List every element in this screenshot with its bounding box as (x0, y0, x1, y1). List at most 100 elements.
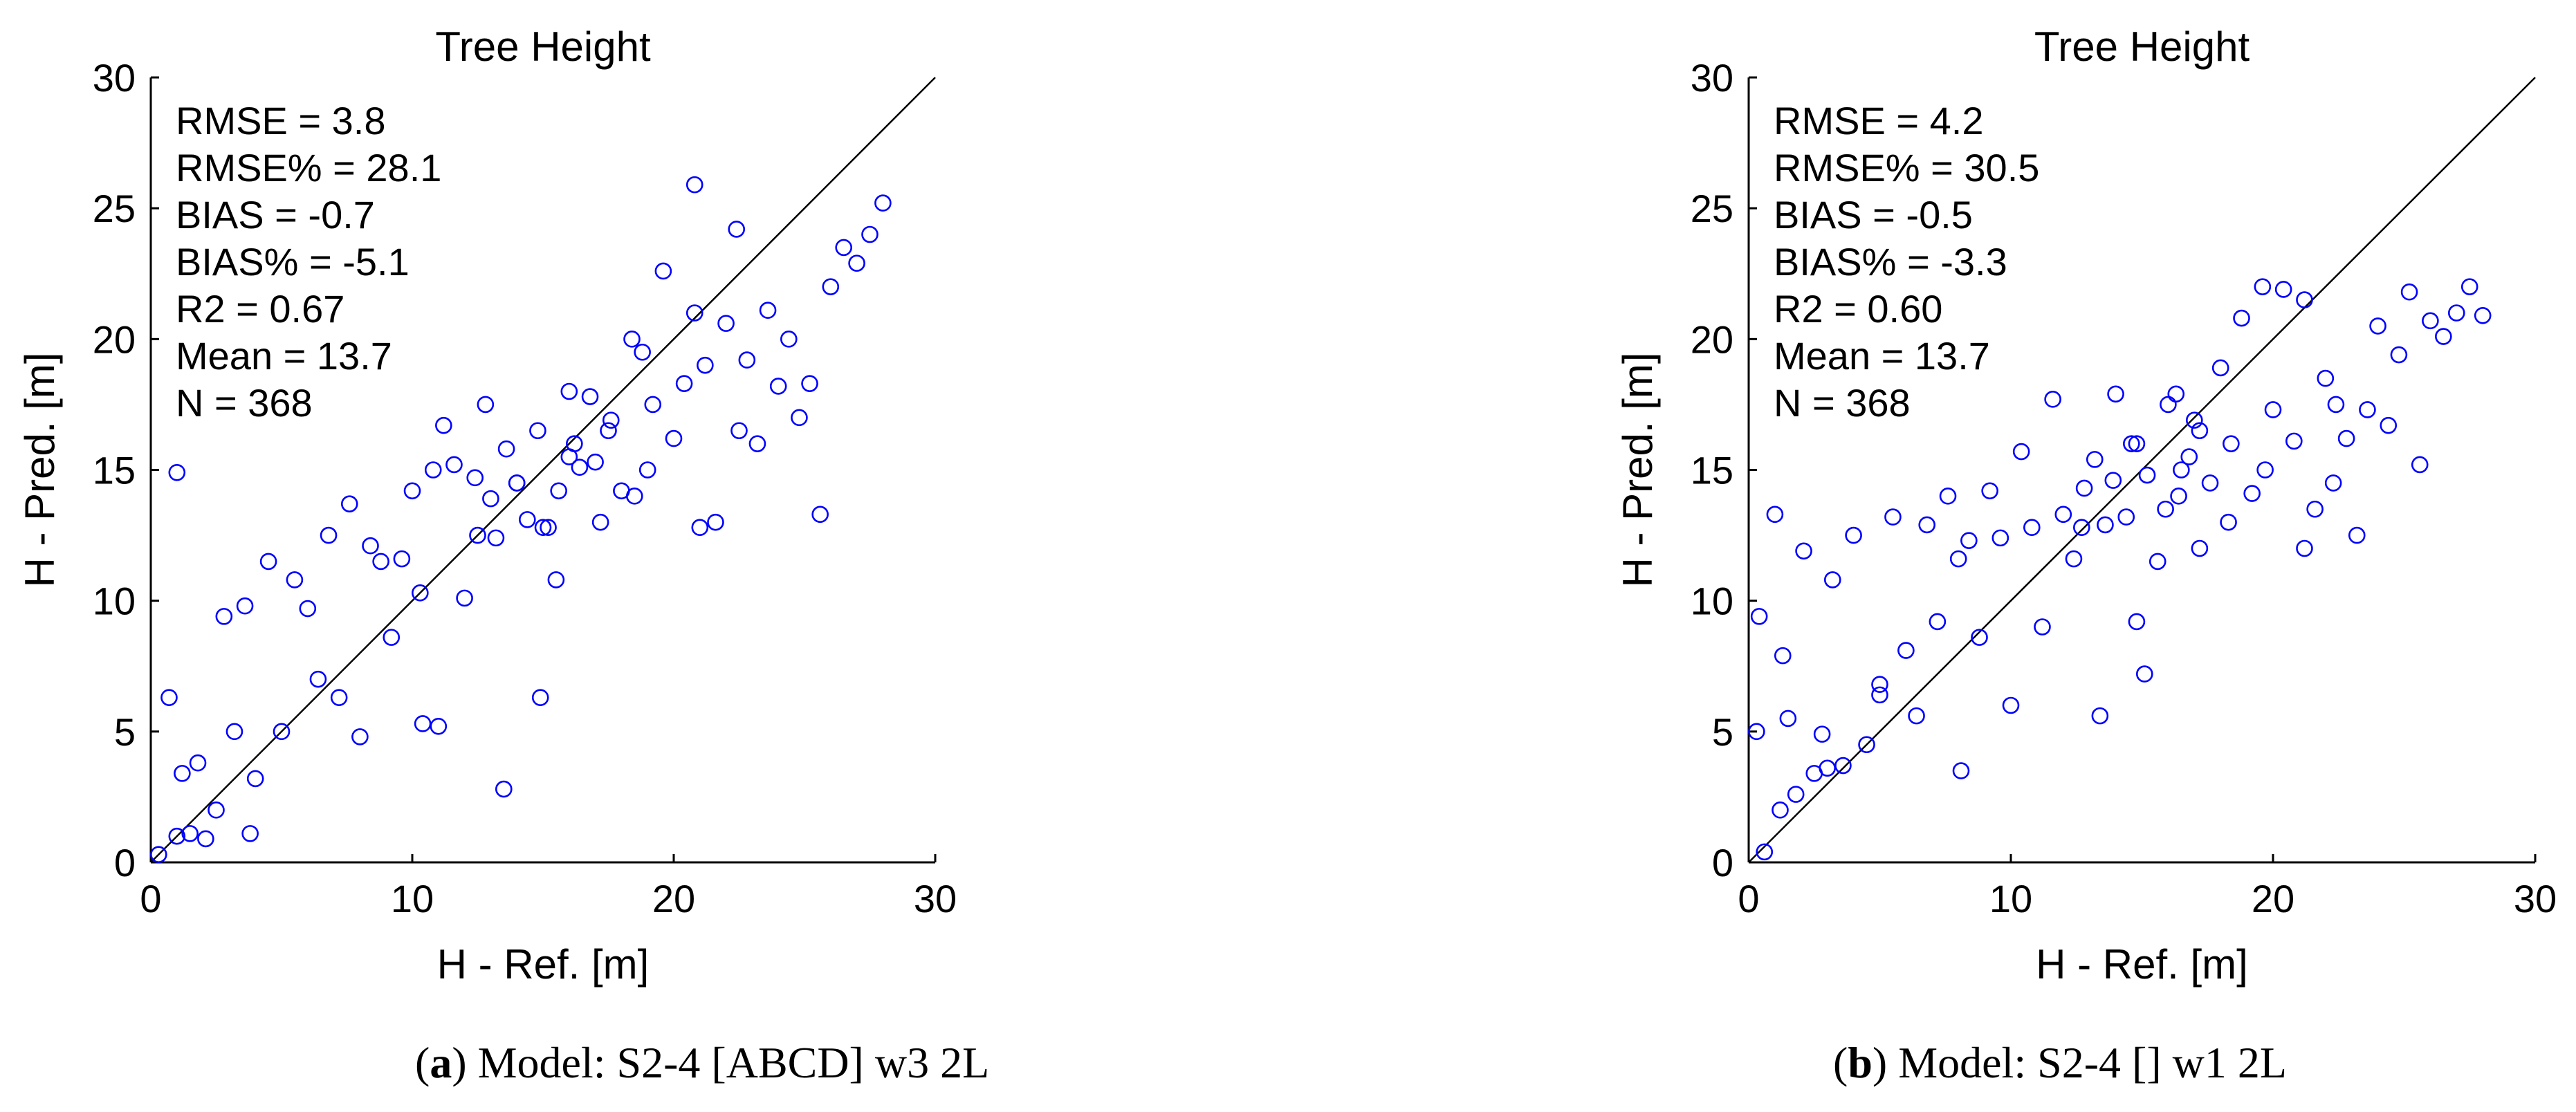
data-point (587, 453, 604, 471)
data-point (686, 304, 703, 322)
data-point (320, 526, 338, 544)
data-point (1981, 482, 1998, 500)
y-axis-label: H - Pred. [m] (17, 352, 63, 587)
data-point (529, 422, 546, 440)
data-point (2223, 435, 2240, 452)
stats-line: RMSE% = 28.1 (176, 146, 441, 189)
y-tick-label: 10 (93, 580, 136, 623)
data-point (1991, 529, 2009, 547)
data-point (2256, 461, 2274, 479)
data-point (2128, 435, 2146, 452)
data-point (2167, 385, 2185, 403)
y-tick-label: 30 (93, 56, 136, 100)
y-tick-label: 20 (1691, 317, 1733, 361)
x-tick-label: 20 (652, 877, 695, 920)
data-point (581, 388, 599, 405)
stats-line: R2 = 0.60 (1774, 287, 1942, 331)
data-point (759, 302, 777, 319)
data-point (2390, 346, 2408, 364)
data-point (2274, 281, 2292, 298)
chart-title: Tree Height (435, 24, 651, 70)
data-point (874, 194, 892, 212)
data-point (2400, 283, 2418, 301)
data-point (1772, 801, 1789, 819)
x-tick-label: 0 (1738, 877, 1759, 920)
data-point (2264, 401, 2282, 418)
data-point (2075, 479, 2093, 497)
stats-line: BIAS% = -3.3 (1774, 240, 2007, 284)
data-point (2306, 500, 2324, 518)
data-point (2073, 519, 2090, 537)
x-tick-label: 30 (914, 877, 957, 920)
data-point (2180, 448, 2198, 465)
y-tick-label: 5 (1712, 710, 1733, 754)
y-axis-label: H - Pred. [m] (1614, 352, 1661, 587)
data-point (550, 482, 567, 500)
data-point (2359, 401, 2376, 418)
data-point (1908, 707, 1925, 725)
data-point (728, 221, 746, 238)
data-point (600, 422, 617, 440)
y-tick-label: 15 (1691, 449, 1733, 492)
data-point (259, 553, 277, 571)
data-point (654, 262, 672, 280)
data-point (351, 728, 369, 745)
data-point (1952, 762, 1970, 779)
data-point (168, 463, 186, 481)
y-tick-label: 0 (114, 841, 136, 884)
data-point (769, 378, 787, 395)
data-point (1779, 710, 1797, 728)
data-point (1795, 542, 1812, 560)
data-point (2369, 317, 2386, 335)
x-axis-label: H - Ref. [m] (2036, 941, 2248, 988)
data-point (1897, 642, 1915, 659)
stats-line: R2 = 0.67 (176, 287, 344, 331)
data-point (780, 331, 798, 348)
data-point (208, 801, 225, 819)
data-point (2254, 278, 2272, 295)
scatter-panel-a: 0 10 20 30 0 5 10 15 20 25 30 Tree Height H - Ref. [… (17, 24, 957, 988)
data-point (2233, 309, 2250, 327)
data-point (1823, 571, 1841, 589)
data-point (2474, 306, 2492, 324)
caption-b-letter: b (1848, 1038, 1873, 1087)
stats-line: N = 368 (1774, 381, 1911, 425)
x-tick-label: 10 (391, 877, 434, 920)
caption-a-text: Model: S2-4 [ABCD] w3 2L (477, 1038, 990, 1087)
caption-a-letter: a (430, 1038, 452, 1087)
data-point (189, 754, 207, 772)
data-point (2157, 500, 2174, 518)
data-point (466, 469, 484, 487)
y-tick-label: 20 (93, 317, 136, 361)
data-point (634, 343, 651, 361)
data-point (482, 490, 499, 508)
data-point (730, 422, 748, 440)
data-point (150, 846, 167, 863)
data-point (748, 435, 766, 452)
data-point (2411, 456, 2429, 474)
data-point (531, 689, 549, 706)
data-point (2422, 312, 2439, 330)
stats-line: BIAS% = -5.1 (176, 240, 410, 284)
data-point (2435, 328, 2452, 345)
data-point (2448, 304, 2465, 322)
data-point (801, 375, 818, 392)
data-point (623, 331, 641, 348)
stats-line: Mean = 13.7 (1774, 334, 1990, 378)
data-point (1756, 843, 1774, 861)
data-point (2173, 461, 2190, 479)
data-point (469, 526, 486, 544)
data-point (738, 351, 756, 369)
data-point (495, 780, 513, 798)
data-point (236, 597, 254, 615)
data-point (686, 176, 703, 194)
data-point (602, 411, 620, 429)
stats-line: N = 368 (176, 381, 313, 425)
data-point (160, 689, 178, 706)
data-point (1960, 532, 1978, 549)
data-point (1819, 759, 1836, 777)
data-point (372, 553, 389, 571)
data-point (424, 461, 442, 479)
data-point (519, 511, 536, 528)
scatter-panel-b: 0 10 20 30 0 5 10 15 20 25 30 Tree Height H - Ref. [… (1614, 24, 2557, 988)
